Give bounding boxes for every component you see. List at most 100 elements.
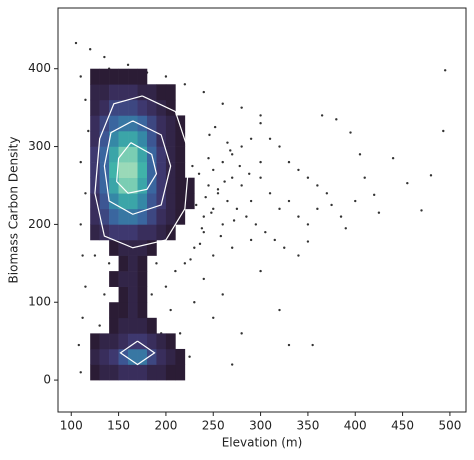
hist-cell <box>90 348 100 365</box>
hist-cell <box>109 348 119 365</box>
scatter-point <box>311 343 314 347</box>
hist-cell <box>156 333 167 350</box>
hist-cell <box>99 208 110 225</box>
hist-cell <box>156 115 167 132</box>
scatter-point <box>88 48 92 51</box>
hist-cell <box>165 177 176 194</box>
hist-cell <box>165 162 176 178</box>
x-tick-label: 100 <box>60 419 83 433</box>
scatter-point <box>103 55 106 59</box>
scatter-point <box>79 371 82 374</box>
hist-cell <box>156 130 167 147</box>
hist-cell <box>118 177 129 194</box>
hist-cell <box>128 68 138 85</box>
x-axis-label: Elevation (m) <box>222 436 303 450</box>
hist-cell <box>146 364 157 381</box>
scatter-point <box>164 285 168 288</box>
scatter-point <box>207 184 210 187</box>
x-tick-label: 450 <box>391 419 414 433</box>
scatter-point <box>79 160 82 164</box>
hist-cell <box>137 364 148 381</box>
scatter-point <box>81 254 84 257</box>
scatter-point <box>79 75 82 78</box>
hist-cell <box>137 348 148 365</box>
hist-cell <box>99 348 110 365</box>
hist-cell <box>118 162 129 178</box>
scatter-point <box>226 141 229 144</box>
hist-cell <box>128 302 138 319</box>
hist-cell <box>118 84 129 101</box>
hist-cell <box>99 177 110 194</box>
hist-cell <box>156 84 167 101</box>
hist-cell <box>118 208 129 225</box>
y-tick-label: 100 <box>28 295 51 309</box>
hist-cell <box>175 162 186 178</box>
scatter-point <box>84 285 87 288</box>
contour-line <box>119 340 156 366</box>
y-axis-label: Biomass Carbon Density <box>7 137 21 284</box>
scatter-point <box>212 168 215 172</box>
scatter-point <box>202 230 205 234</box>
hist-cell <box>109 302 119 319</box>
scatter-point <box>81 316 84 320</box>
scatter-point <box>191 164 194 168</box>
scatter-point <box>283 246 286 249</box>
hist-cell <box>146 333 157 350</box>
hist-cell <box>118 130 129 147</box>
scatter-point <box>223 180 226 183</box>
hist-cell <box>118 364 129 381</box>
scatter-point <box>259 160 262 164</box>
scatter-point <box>98 324 101 327</box>
hist-cell <box>146 317 157 334</box>
hist-cell <box>128 146 138 163</box>
hist-cell <box>90 333 100 350</box>
scatter-point <box>84 192 87 195</box>
hist-cell <box>128 333 138 350</box>
hist-cell <box>137 68 148 85</box>
hist-cell <box>137 333 148 350</box>
hist-cell <box>137 239 148 256</box>
hist-cell <box>156 146 167 163</box>
hist-cell <box>156 162 167 178</box>
scatter-point <box>202 277 205 281</box>
scatter-point <box>320 114 324 117</box>
hist-cell <box>99 84 110 101</box>
hist-cell <box>90 84 100 101</box>
scatter-point <box>249 199 253 203</box>
hist-cell <box>90 68 100 85</box>
scatter-point <box>297 254 300 257</box>
hist-cell <box>99 99 110 116</box>
scatter-point <box>335 118 338 121</box>
hist-cell <box>90 193 100 210</box>
hist-cell <box>137 146 148 163</box>
scatter-point <box>207 157 210 160</box>
scatter-point <box>238 164 241 168</box>
hist-cell <box>146 84 157 101</box>
hist-cell <box>165 115 176 132</box>
hist-cell <box>156 177 167 194</box>
scatter-point <box>210 211 213 214</box>
scatter-point <box>193 301 196 304</box>
hist-cell <box>175 193 186 210</box>
scatter-point <box>230 153 234 156</box>
hist-cell <box>90 208 100 225</box>
scatter-point <box>230 246 234 249</box>
hist-cell <box>165 84 176 101</box>
scatter-point <box>268 192 272 195</box>
hist-cell <box>118 68 129 85</box>
scatter-point <box>126 63 130 67</box>
hist-cell <box>146 130 157 147</box>
scatter-point <box>248 172 251 176</box>
scatter-point <box>213 125 217 129</box>
hist-cell <box>99 146 110 163</box>
scatter-point <box>212 254 215 257</box>
scatter-point <box>287 199 291 203</box>
hist-cell <box>128 177 138 194</box>
y-tick-label: 200 <box>28 217 51 231</box>
hist-cell <box>109 239 119 256</box>
scatter-point <box>297 215 300 218</box>
hist-cell <box>156 99 167 116</box>
hist-cell <box>118 255 129 272</box>
hist-cell <box>109 364 119 381</box>
